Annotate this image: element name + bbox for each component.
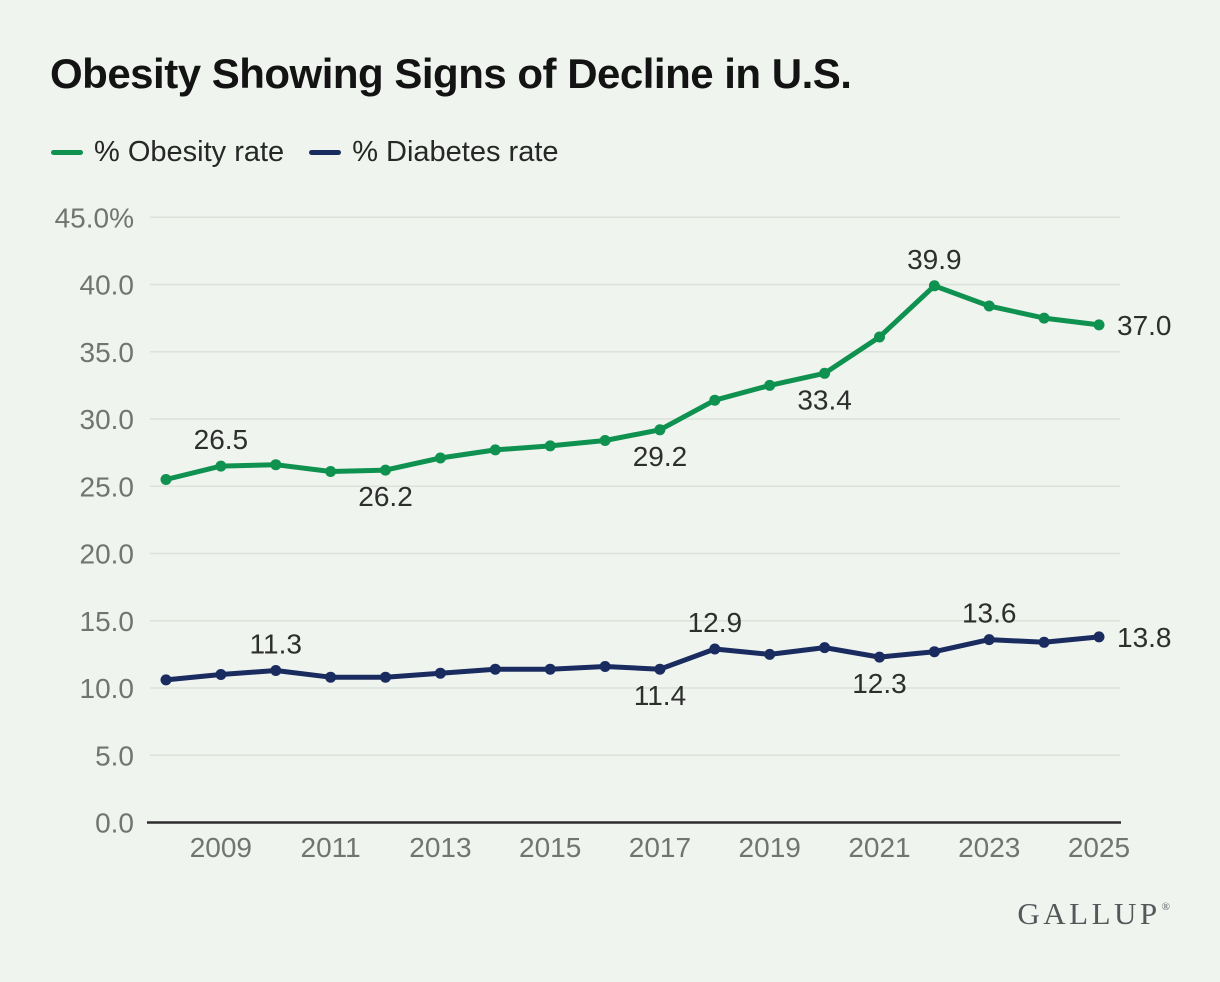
legend-label-diabetes: % Diabetes rate <box>352 136 559 168</box>
data-point-diabetes <box>325 671 337 683</box>
data-point-diabetes <box>215 669 227 680</box>
data-point-diabetes <box>983 634 995 646</box>
data-point-diabetes <box>160 674 172 686</box>
data-label-obesity: 26.5 <box>194 424 249 455</box>
data-label-diabetes: 11.4 <box>634 680 686 711</box>
data-point-obesity <box>1093 319 1105 331</box>
data-point-obesity <box>160 474 172 485</box>
data-point-obesity <box>928 280 940 292</box>
x-tick-label: 2021 <box>848 832 910 863</box>
data-label-diabetes: 11.3 <box>250 629 302 660</box>
data-label-diabetes: 13.8 <box>1117 622 1172 653</box>
series-line-diabetes <box>163 634 1102 683</box>
y-tick-label: 0.0 <box>95 808 134 839</box>
chart-title: Obesity Showing Signs of Decline in U.S. <box>50 50 852 97</box>
data-point-obesity <box>270 459 282 471</box>
x-tick-label: 2013 <box>409 832 471 863</box>
legend-item-obesity: % Obesity rate <box>51 136 284 169</box>
x-tick-label: 2015 <box>519 832 581 863</box>
data-point-obesity <box>489 444 501 456</box>
y-tick-label: 10.0 <box>80 673 135 704</box>
data-point-diabetes <box>380 671 391 683</box>
y-tick-label: 5.0 <box>95 740 134 771</box>
data-point-obesity <box>654 424 666 436</box>
data-point-diabetes <box>270 665 282 676</box>
data-point-obesity <box>325 466 337 477</box>
data-point-diabetes <box>819 642 831 654</box>
gallup-wordmark: GALLUP <box>1017 896 1161 931</box>
gallup-logo: GALLUP® <box>1017 896 1170 932</box>
data-point-obesity <box>819 367 831 379</box>
y-tick-label: 25.0 <box>80 471 135 502</box>
y-tick-label: 30.0 <box>80 404 135 435</box>
data-point-obesity <box>764 379 776 391</box>
x-tick-label: 2019 <box>739 832 801 863</box>
data-label-obesity: 29.2 <box>633 441 688 472</box>
data-point-diabetes <box>544 663 556 675</box>
x-tick-label: 2025 <box>1068 832 1130 863</box>
data-point-obesity <box>709 394 721 406</box>
data-point-obesity <box>544 440 556 452</box>
data-point-obesity <box>380 464 391 476</box>
data-point-diabetes <box>709 643 721 655</box>
x-tick-label: 2011 <box>301 832 361 863</box>
data-point-obesity <box>1038 312 1050 324</box>
data-label-obesity: 37.0 <box>1117 310 1172 341</box>
y-tick-label: 40.0 <box>80 270 135 301</box>
x-tick-label: 2023 <box>958 832 1020 863</box>
data-point-diabetes <box>764 648 776 660</box>
data-point-diabetes <box>1093 631 1105 643</box>
data-point-diabetes <box>434 667 446 679</box>
series-line-obesity <box>163 283 1102 482</box>
data-label-obesity: 33.4 <box>797 384 852 415</box>
data-point-diabetes <box>489 663 501 675</box>
data-point-diabetes <box>654 663 666 675</box>
data-point-diabetes <box>1038 636 1050 648</box>
diabetes-line-swatch <box>309 150 342 155</box>
data-point-obesity <box>215 460 227 472</box>
chart-legend: % Obesity rate % Diabetes rate <box>51 136 584 169</box>
data-point-obesity <box>874 331 885 343</box>
data-point-diabetes <box>599 661 611 672</box>
data-point-obesity <box>983 300 995 312</box>
obesity-line-swatch <box>51 150 83 155</box>
y-tick-label: 20.0 <box>80 539 135 570</box>
legend-item-diabetes: % Diabetes rate <box>309 136 559 169</box>
registered-trademark-icon: ® <box>1161 901 1170 913</box>
data-point-obesity <box>434 452 446 464</box>
data-label-diabetes: 12.3 <box>852 668 907 699</box>
data-label-diabetes: 12.9 <box>688 607 743 638</box>
data-point-obesity <box>599 435 611 446</box>
legend-label-obesity: % Obesity rate <box>94 136 285 168</box>
y-tick-label: 35.0 <box>80 337 135 368</box>
x-tick-label: 2009 <box>190 832 252 863</box>
y-tick-label: 45.0% <box>55 202 134 233</box>
y-tick-label: 15.0 <box>80 606 135 637</box>
data-label-diabetes: 13.6 <box>962 598 1017 629</box>
data-point-diabetes <box>874 651 885 663</box>
x-tick-label: 2017 <box>629 832 691 863</box>
data-point-diabetes <box>928 646 940 658</box>
data-label-obesity: 39.9 <box>907 244 962 275</box>
data-label-obesity: 26.2 <box>358 481 413 512</box>
